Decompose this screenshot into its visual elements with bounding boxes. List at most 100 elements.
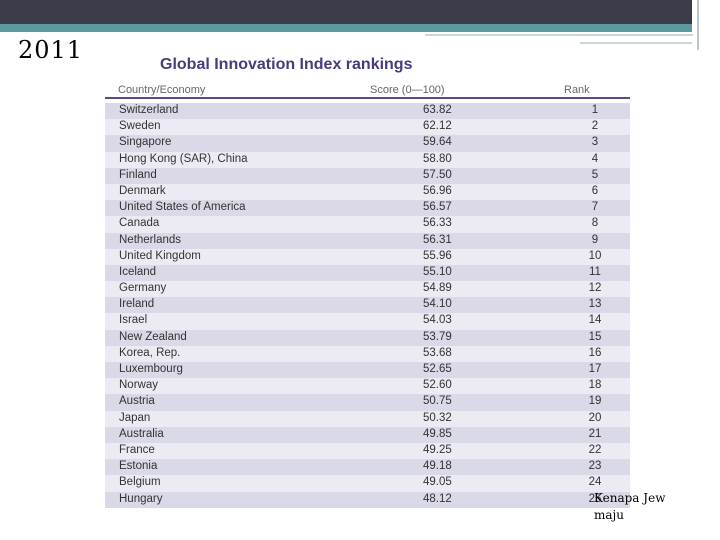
row-score: 59.64 bbox=[423, 136, 452, 149]
row-score: 53.68 bbox=[423, 346, 452, 359]
row-rank: 12 bbox=[588, 282, 602, 295]
row-score: 49.18 bbox=[423, 460, 452, 473]
table-row: Hungary 48.12 25 bbox=[105, 491, 630, 508]
row-country: Switzerland bbox=[119, 104, 179, 116]
slide-top-bar bbox=[0, 0, 720, 26]
row-country: Estonia bbox=[119, 460, 158, 473]
row-country: Iceland bbox=[119, 265, 157, 278]
table-row: Austria 50.75 19 bbox=[105, 394, 630, 411]
row-country: Korea, Rep. bbox=[119, 346, 181, 359]
row-country: United States of America bbox=[119, 201, 246, 214]
row-rank: 20 bbox=[588, 411, 602, 424]
table-row: Netherlands 56.31 9 bbox=[105, 232, 630, 249]
table-row: Estonia 49.18 23 bbox=[105, 459, 630, 476]
row-rank: 15 bbox=[588, 330, 602, 343]
row-rank: 6 bbox=[591, 184, 599, 197]
row-score: 54.10 bbox=[423, 298, 452, 311]
row-score: 54.03 bbox=[423, 314, 452, 327]
row-rank: 8 bbox=[591, 217, 599, 230]
table-row: Japan 50.32 20 bbox=[105, 410, 630, 427]
table-row: France 49.25 22 bbox=[105, 442, 630, 460]
table-row: New Zealand 53.79 15 bbox=[105, 329, 630, 346]
table-row: Sweden 62.12 2 bbox=[105, 119, 630, 136]
row-rank: 16 bbox=[588, 346, 602, 359]
row-rank: 14 bbox=[588, 314, 602, 327]
row-country: Netherlands bbox=[119, 233, 182, 246]
row-rank: 22 bbox=[588, 443, 602, 456]
row-rank: 1 bbox=[591, 104, 599, 116]
row-score: 63.82 bbox=[423, 104, 452, 116]
slide-corner-frame bbox=[697, 0, 720, 50]
table-row: Australia 49.85 21 bbox=[105, 426, 630, 443]
row-score: 56.33 bbox=[423, 217, 452, 230]
row-rank: 2 bbox=[591, 120, 599, 133]
row-score: 57.50 bbox=[423, 168, 452, 181]
row-rank: 5 bbox=[591, 168, 599, 181]
row-rank: 24 bbox=[588, 476, 602, 489]
slide-decor-line-short bbox=[580, 42, 692, 44]
row-country: Belgium bbox=[119, 476, 161, 489]
column-header-country: Country/Economy bbox=[118, 84, 206, 96]
table-row: Korea, Rep. 53.68 16 bbox=[105, 345, 630, 362]
row-country: Finland bbox=[119, 168, 157, 181]
row-country: Denmark bbox=[119, 184, 166, 197]
table-row: Hong Kong (SAR), China 58.80 4 bbox=[105, 151, 630, 168]
row-country: Ireland bbox=[119, 298, 155, 311]
row-rank: 10 bbox=[588, 249, 602, 262]
slide-note: Kenapa Jew maju bbox=[594, 490, 704, 524]
row-rank: 11 bbox=[589, 265, 601, 278]
row-score: 56.96 bbox=[423, 184, 452, 197]
table-row: Iceland 55.10 11 bbox=[105, 264, 630, 282]
row-country: France bbox=[119, 443, 155, 456]
table-row: United Kingdom 55.96 10 bbox=[105, 248, 630, 265]
row-score: 49.05 bbox=[423, 476, 452, 489]
row-score: 55.96 bbox=[423, 249, 452, 262]
row-score: 52.60 bbox=[423, 379, 452, 392]
row-score: 53.79 bbox=[423, 330, 452, 343]
column-header-score: Score (0—100) bbox=[370, 84, 445, 96]
row-score: 50.75 bbox=[423, 395, 452, 408]
table-row: Israel 54.03 14 bbox=[105, 313, 630, 330]
row-score: 50.32 bbox=[423, 411, 452, 424]
row-country: Singapore bbox=[119, 136, 172, 149]
row-score: 55.10 bbox=[423, 265, 452, 278]
table-row: Germany 54.89 12 bbox=[105, 281, 630, 298]
row-score: 52.65 bbox=[423, 363, 452, 375]
row-score: 56.57 bbox=[423, 201, 452, 214]
slide-year-title: 2011 bbox=[18, 36, 84, 64]
row-rank: 21 bbox=[588, 427, 602, 440]
row-country: Israel bbox=[119, 314, 148, 327]
table-row: Norway 52.60 18 bbox=[105, 378, 630, 395]
table-row: Belgium 49.05 24 bbox=[105, 475, 630, 492]
row-country: United Kingdom bbox=[119, 249, 201, 262]
row-rank: 3 bbox=[591, 136, 599, 149]
table-row: Denmark 56.96 6 bbox=[105, 183, 630, 201]
table-row: Finland 57.50 5 bbox=[105, 167, 630, 184]
row-country: Canada bbox=[119, 217, 160, 230]
row-country: Norway bbox=[119, 379, 158, 392]
row-score: 49.85 bbox=[423, 427, 452, 440]
row-score: 48.12 bbox=[423, 492, 452, 505]
column-header-rank: Rank bbox=[564, 84, 590, 96]
row-country: New Zealand bbox=[119, 330, 187, 343]
table-row: Singapore 59.64 3 bbox=[105, 135, 630, 152]
row-country: Luxembourg bbox=[119, 363, 183, 375]
row-score: 62.12 bbox=[423, 120, 452, 133]
row-rank: 23 bbox=[588, 460, 602, 473]
row-country: Hungary bbox=[119, 492, 163, 505]
row-score: 54.89 bbox=[423, 282, 452, 295]
row-rank: 4 bbox=[591, 152, 599, 165]
row-score: 56.31 bbox=[423, 233, 452, 246]
row-rank: 17 bbox=[588, 363, 602, 375]
row-rank: 9 bbox=[591, 233, 599, 246]
row-rank: 18 bbox=[588, 379, 602, 392]
note-line: maju bbox=[594, 508, 624, 522]
row-country: Germany bbox=[119, 282, 167, 295]
header-rule bbox=[105, 97, 630, 99]
slide-corner-box bbox=[692, 0, 720, 42]
slide-decor-line bbox=[425, 34, 693, 36]
row-rank: 13 bbox=[588, 298, 602, 311]
table-row: Switzerland 63.82 1 bbox=[105, 103, 630, 120]
innovation-table-image: Global Innovation Index rankings Country… bbox=[100, 44, 635, 514]
row-rank: 25 bbox=[588, 492, 602, 505]
